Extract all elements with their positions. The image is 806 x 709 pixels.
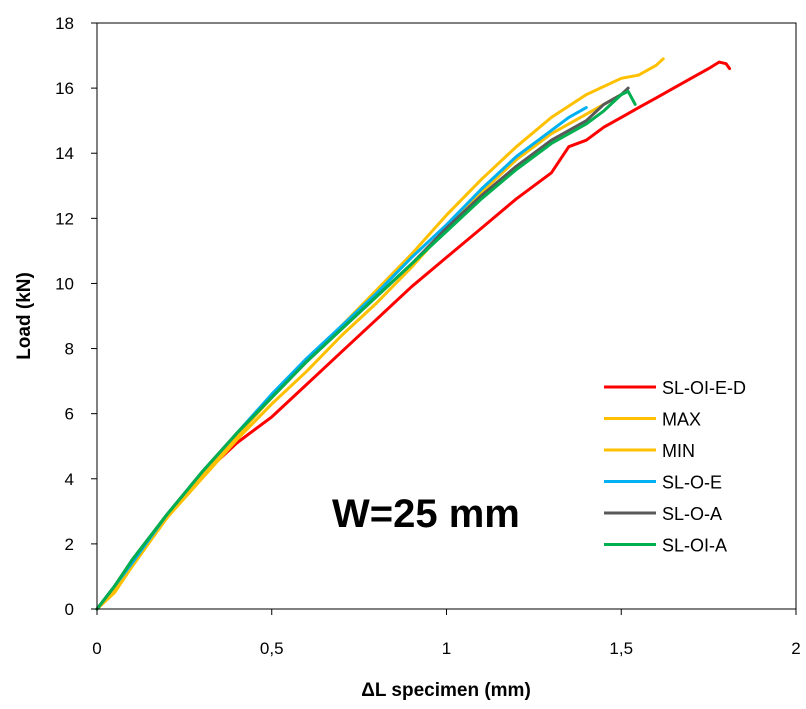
y-tick-label: 14 [55, 144, 74, 163]
x-tick-label: 0 [92, 639, 101, 658]
series-line-min [95, 93, 623, 611]
series-layer [95, 57, 732, 611]
legend-item: SL-OI-A [604, 536, 727, 556]
legend-label: MIN [662, 441, 695, 461]
x-tick-label: 2 [791, 639, 800, 658]
legend-label: MAX [662, 410, 701, 430]
y-tick-label: 4 [65, 470, 74, 489]
legend: SL-OI-E-D MAX MIN SL-O-E SL-O-A SL-OI-A [604, 378, 746, 556]
x-tick-label: 1 [442, 639, 451, 658]
legend-item: MIN [604, 441, 695, 461]
legend-item: SL-OI-E-D [604, 378, 746, 398]
y-tick-label: 16 [55, 79, 74, 98]
legend-label: SL-O-A [662, 504, 722, 524]
legend-item: SL-O-A [604, 504, 722, 524]
series-line-sl-oi-a [95, 89, 637, 611]
legend-label: SL-OI-E-D [662, 378, 746, 398]
y-tick-label: 18 [55, 14, 74, 33]
legend-item: SL-O-E [604, 473, 722, 493]
x-tick-label: 0,5 [260, 639, 284, 658]
x-tick-label: 1,5 [609, 639, 633, 658]
legend-label: SL-O-E [662, 473, 722, 493]
y-tick-label: 10 [55, 274, 74, 293]
legend-label: SL-OI-A [662, 536, 727, 556]
y-axis-title: Load (kN) [14, 272, 35, 360]
y-tick-label: 0 [65, 600, 74, 619]
width-annotation: W=25 mm [332, 492, 520, 536]
y-tick-label: 8 [65, 340, 74, 359]
y-ticks: 0 2 4 6 8 10 12 14 16 18 [55, 14, 97, 619]
x-axis-title: ΔL specimen (mm) [361, 680, 531, 701]
legend-item: MAX [604, 410, 701, 430]
y-tick-label: 12 [55, 209, 74, 228]
x-ticks: 0 0,5 1 1,5 2 [92, 609, 801, 658]
y-tick-label: 2 [65, 535, 74, 554]
y-tick-label: 6 [65, 405, 74, 424]
